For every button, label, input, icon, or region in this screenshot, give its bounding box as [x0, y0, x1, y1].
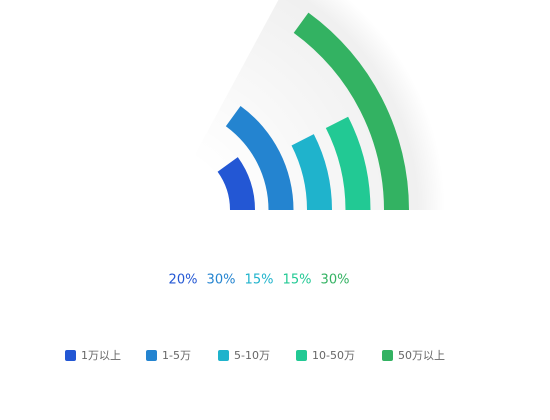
arc-bar [225, 106, 294, 210]
legend-swatch [382, 350, 393, 361]
legend-label: 50万以上 [398, 349, 445, 362]
value-label: 15% [283, 273, 312, 288]
legend-label: 10-50万 [312, 349, 355, 362]
arc-bar [325, 116, 371, 210]
arc-bar [293, 12, 409, 210]
legend-label: 5-10万 [234, 349, 270, 362]
arc-bar [291, 134, 332, 210]
legend-label: 1-5万 [162, 349, 191, 362]
legend-swatch [146, 350, 157, 361]
legend-swatch [218, 350, 229, 361]
value-label: 30% [207, 273, 236, 288]
arc-bar [217, 157, 255, 210]
value-label: 15% [245, 273, 274, 288]
value-label: 20% [169, 273, 198, 288]
legend-swatch [65, 350, 76, 361]
legend-label: 1万以上 [81, 349, 121, 362]
value-label: 30% [321, 273, 350, 288]
legend-swatch [296, 350, 307, 361]
